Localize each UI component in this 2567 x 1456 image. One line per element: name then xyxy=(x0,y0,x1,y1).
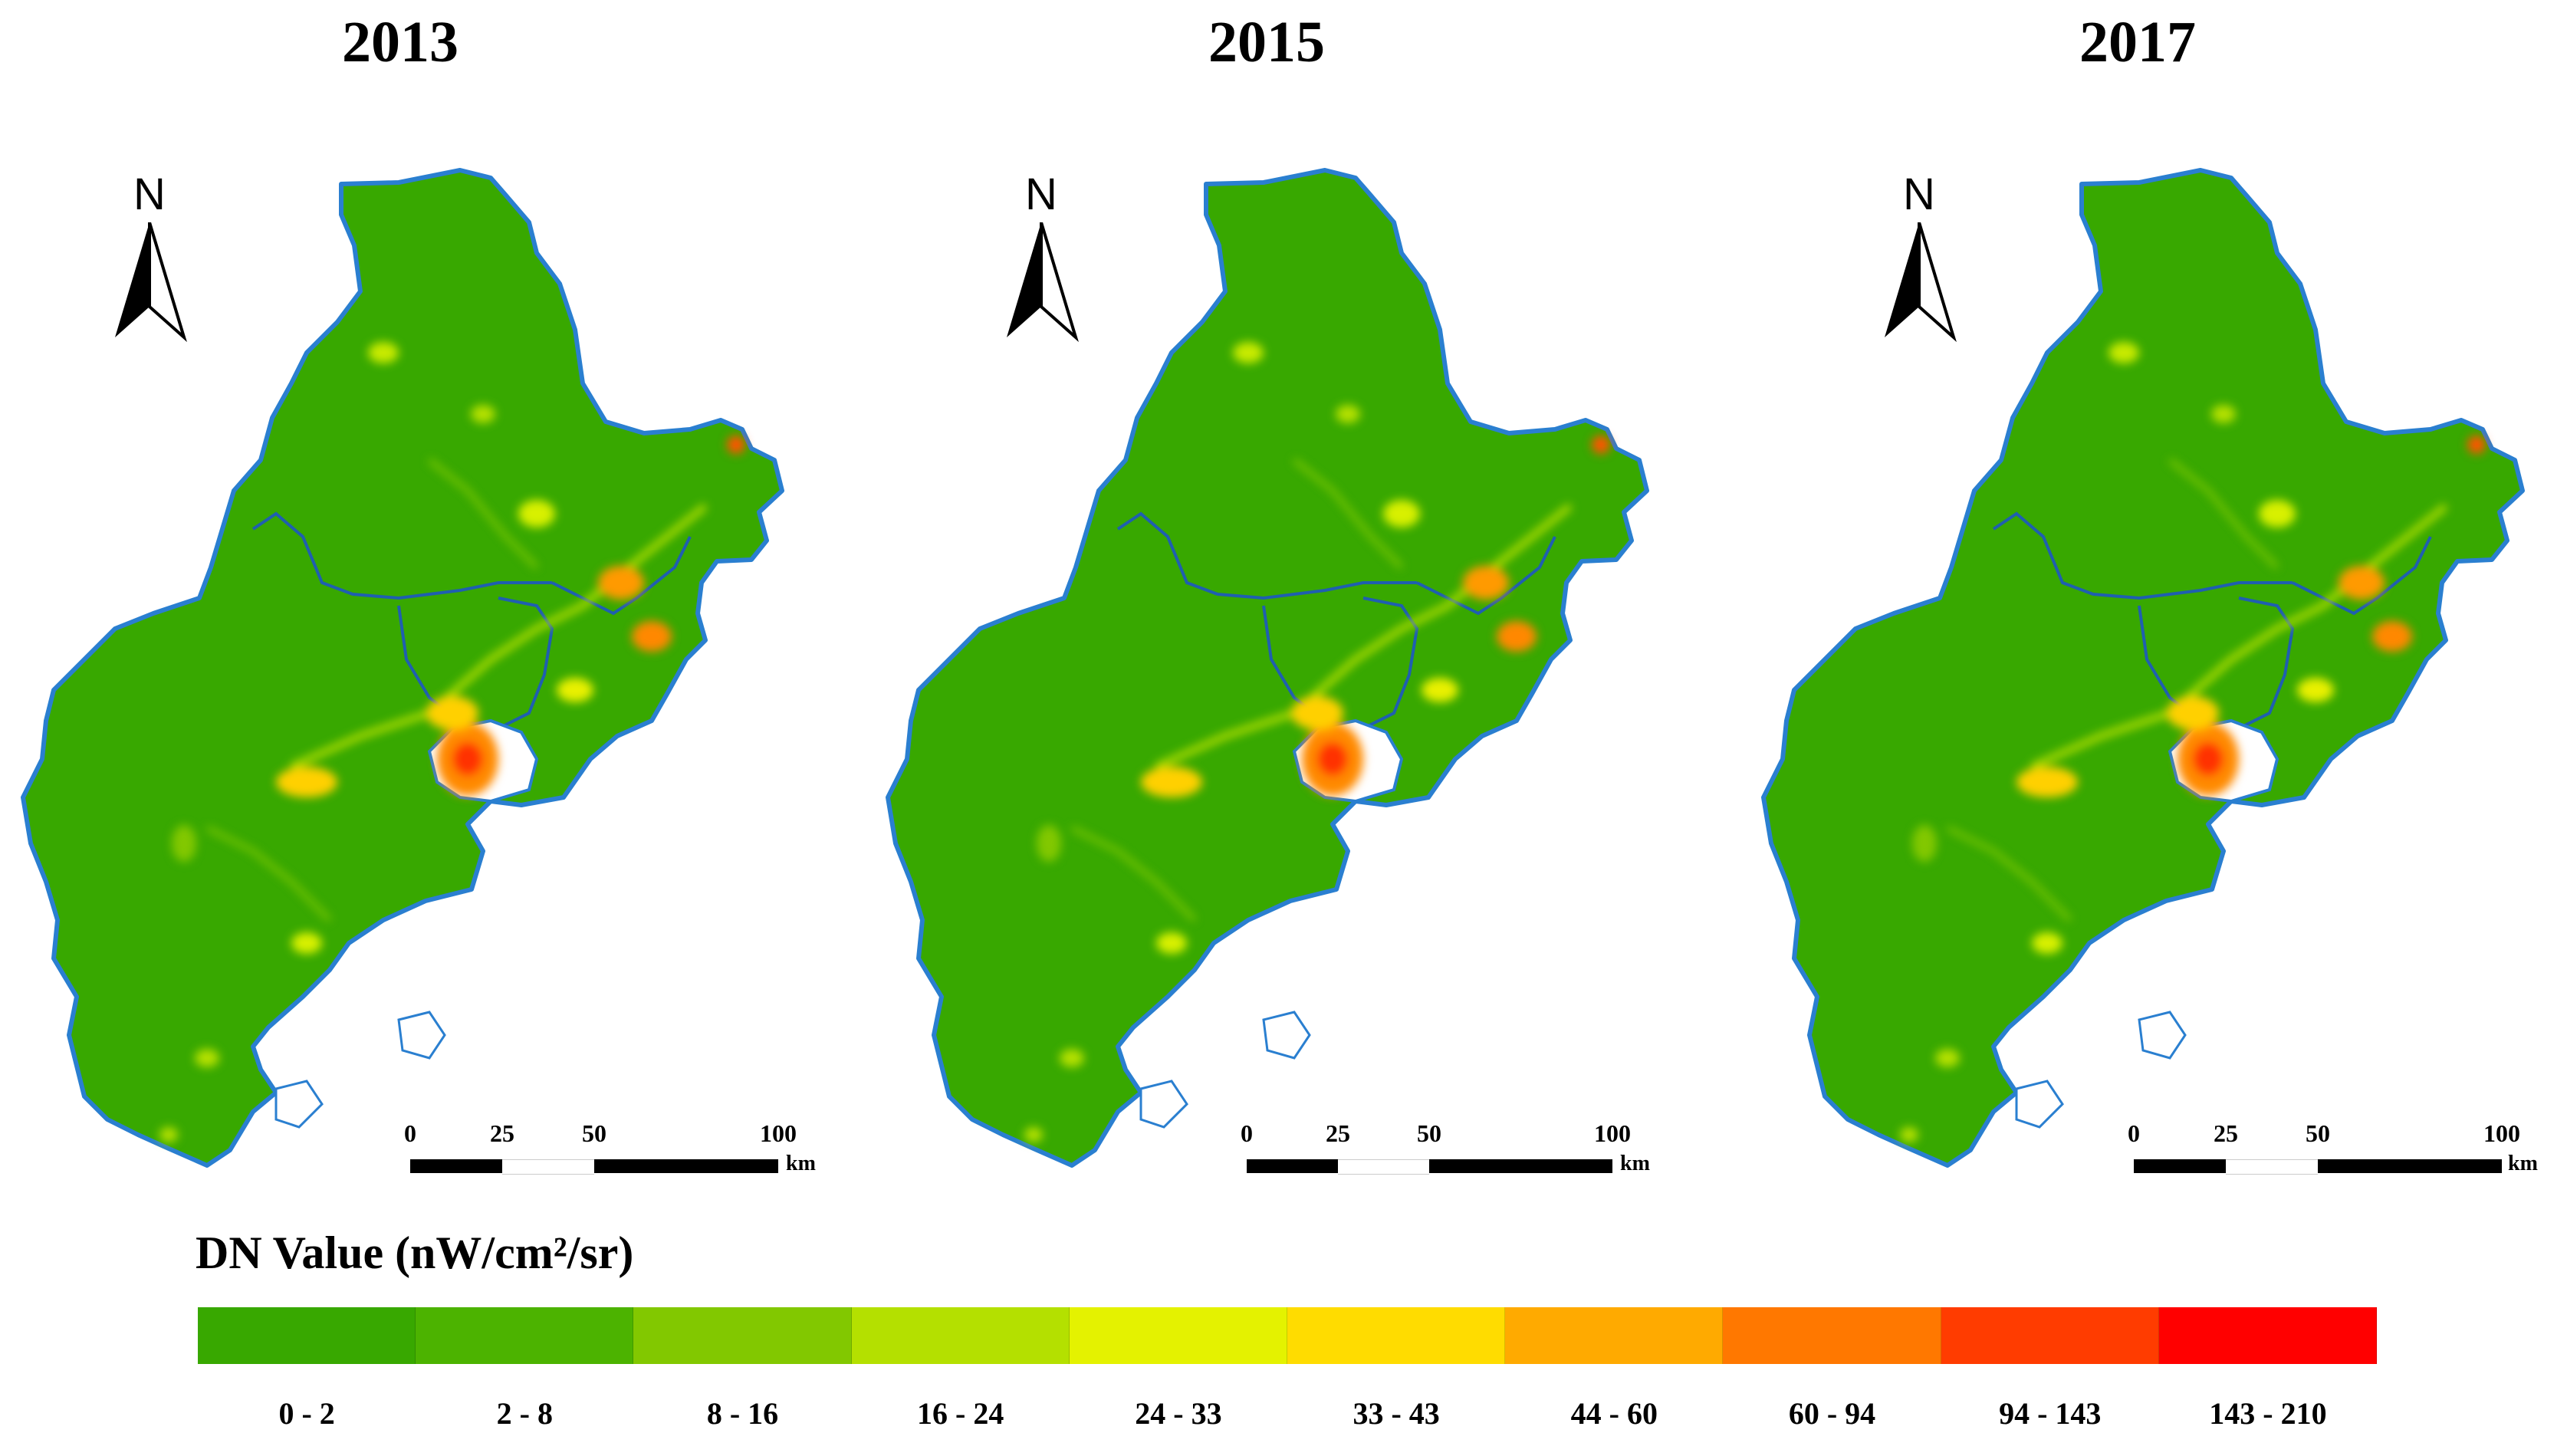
scale-tick: 50 xyxy=(2306,1119,2330,1147)
legend-swatch xyxy=(198,1307,416,1364)
north-arrow-icon xyxy=(115,222,187,343)
scale-tick: 100 xyxy=(760,1119,797,1147)
legend-labels: 0 - 2 2 - 8 8 - 16 16 - 24 24 - 33 33 - 43 44 … xyxy=(198,1395,2377,1449)
scale-unit: km xyxy=(786,1152,816,1175)
scale-tick: 0 xyxy=(2128,1119,2140,1147)
legend-swatch xyxy=(1723,1307,1941,1364)
scale-tick: 100 xyxy=(1594,1119,1631,1147)
legend-label: 94 - 143 xyxy=(1999,1396,2102,1431)
legend-label: 44 - 60 xyxy=(1570,1396,1658,1431)
legend-swatch xyxy=(1941,1307,2159,1364)
panel-title-2015: 2015 xyxy=(1208,10,1325,74)
north-label: N xyxy=(1025,169,1057,219)
legend-swatch xyxy=(1287,1307,1506,1364)
legend-label: 0 - 2 xyxy=(278,1396,335,1431)
legend-label: 8 - 16 xyxy=(706,1396,779,1431)
scale-tick: 0 xyxy=(1241,1119,1253,1147)
scale-tick: 25 xyxy=(2214,1119,2238,1147)
scale-tick: 50 xyxy=(582,1119,606,1147)
north-label: N xyxy=(1903,169,1935,219)
legend-label: 16 - 24 xyxy=(917,1396,1004,1431)
scale-tick: 0 xyxy=(404,1119,416,1147)
map-2013 xyxy=(23,170,782,1165)
scale-unit: km xyxy=(2508,1152,2538,1175)
legend-label: 33 - 43 xyxy=(1353,1396,1440,1431)
north-arrow-icon xyxy=(1885,222,1957,343)
scale-tick: 25 xyxy=(1326,1119,1350,1147)
scale-bar-2017: 0 25 50 100 km xyxy=(2128,1119,2559,1181)
scale-tick: 50 xyxy=(1417,1119,1441,1147)
scale-unit: km xyxy=(1620,1152,1650,1175)
legend-swatch xyxy=(416,1307,634,1364)
scale-bar-2013: 0 25 50 100 km xyxy=(404,1119,836,1181)
legend-label: 143 - 210 xyxy=(2209,1396,2327,1431)
scale-tick: 100 xyxy=(2483,1119,2520,1147)
scale-tick: 25 xyxy=(490,1119,514,1147)
legend-swatch xyxy=(851,1307,1070,1364)
legend-color-ramp xyxy=(198,1307,2378,1364)
legend-label: 24 - 33 xyxy=(1135,1396,1222,1431)
legend-swatch xyxy=(633,1307,852,1364)
scale-bar-2015: 0 25 50 100 km xyxy=(1241,1119,1670,1181)
legend-label: 2 - 8 xyxy=(496,1396,553,1431)
north-arrow-icon xyxy=(1007,222,1079,343)
legend-swatch xyxy=(1069,1307,1288,1364)
north-label: N xyxy=(133,169,166,219)
map-2015 xyxy=(888,170,1647,1165)
panel-title-2013: 2013 xyxy=(342,10,459,74)
panel-title-2017: 2017 xyxy=(2079,10,2196,74)
north-arrow-2017: N xyxy=(1873,169,1965,353)
north-arrow-2013: N xyxy=(104,169,196,353)
legend-title: DN Value (nW/cm²/sr) xyxy=(196,1228,634,1278)
north-arrow-2015: N xyxy=(995,169,1087,353)
legend-label: 60 - 94 xyxy=(1788,1396,1876,1431)
map-2017 xyxy=(1763,170,2523,1165)
legend-swatch xyxy=(1505,1307,1724,1364)
legend-swatch xyxy=(2158,1307,2378,1364)
maps-layer xyxy=(0,0,2567,1227)
